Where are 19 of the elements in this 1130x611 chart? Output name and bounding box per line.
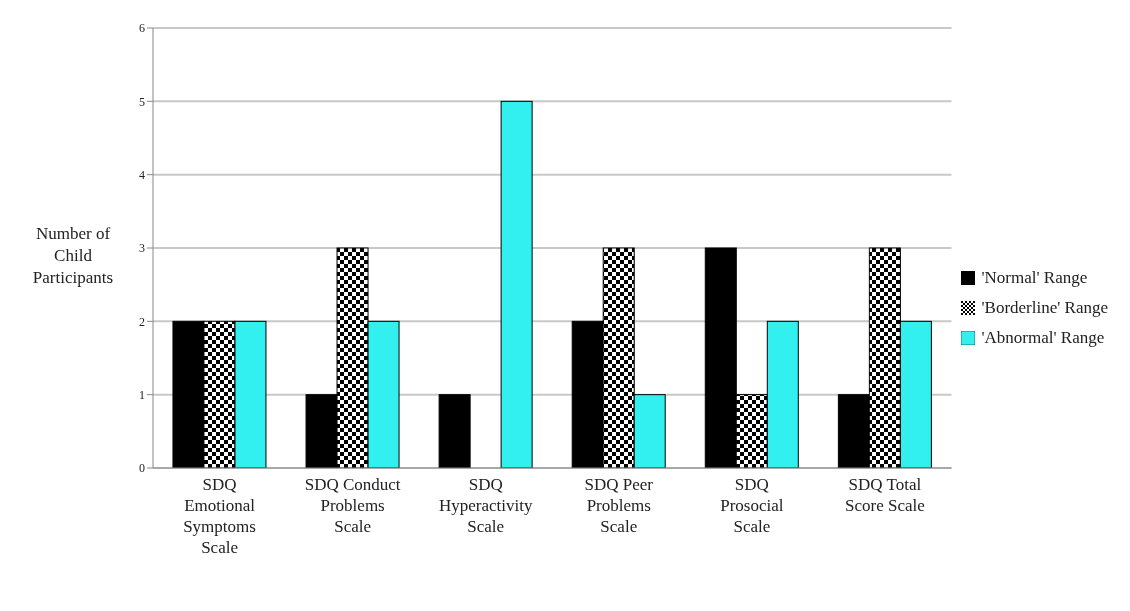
x-tick-label: SDQ Conduct Problems Scale — [304, 475, 401, 536]
x-tick-label: SDQ Emotional Symptoms Scale — [183, 475, 256, 557]
y-tick-label: 1 — [139, 387, 145, 402]
bar — [438, 394, 471, 468]
x-tick-label: SDQ Total Score Scale — [845, 475, 925, 515]
y-tick-label: 3 — [139, 241, 145, 256]
x-tick-label: SDQ Prosocial Scale — [720, 475, 784, 536]
y-tick-label: 5 — [139, 94, 145, 109]
legend-label: 'Borderline' Range — [981, 297, 1108, 319]
y-axis-title: Number of Child Participants — [31, 223, 115, 289]
bar — [500, 100, 533, 468]
y-tick-label: 6 — [139, 21, 145, 36]
x-tick-label: SDQ Hyperactivity Scale — [438, 475, 533, 536]
y-tick-label: 4 — [139, 167, 145, 182]
y-tick-label: 2 — [139, 314, 145, 329]
legend-label: 'Abnormal' Range — [981, 327, 1105, 349]
y-tick-label: 0 — [139, 461, 145, 476]
x-tick-label: SDQ Peer Problems Scale — [584, 475, 654, 536]
legend-label: 'Normal' Range — [981, 267, 1088, 289]
